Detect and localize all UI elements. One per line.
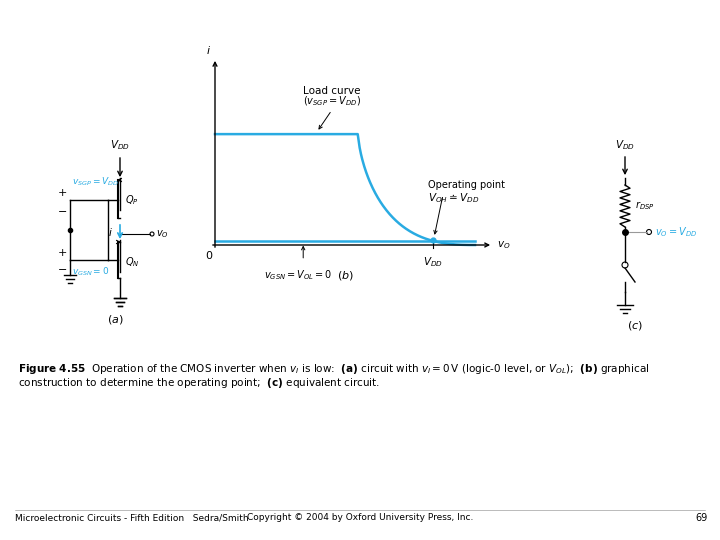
Text: $v_{GSN} = V_{OL} = 0$: $v_{GSN} = V_{OL} = 0$ xyxy=(264,269,333,282)
Text: $+$: $+$ xyxy=(57,186,67,198)
Text: Copyright © 2004 by Oxford University Press, Inc.: Copyright © 2004 by Oxford University Pr… xyxy=(247,514,473,523)
Text: 69: 69 xyxy=(696,513,708,523)
Text: $i$: $i$ xyxy=(207,44,212,56)
Text: $Q_P$: $Q_P$ xyxy=(125,193,139,207)
Text: $(b)$: $(b)$ xyxy=(336,268,354,281)
Text: $(a)$: $(a)$ xyxy=(107,314,123,327)
Text: $V_{DD}$: $V_{DD}$ xyxy=(110,138,130,152)
Text: $v_O = V_{DD}$: $v_O = V_{DD}$ xyxy=(655,225,697,239)
Text: $V_{DD}$: $V_{DD}$ xyxy=(423,255,443,269)
Text: $v_O$: $v_O$ xyxy=(497,239,510,251)
Text: $(c)$: $(c)$ xyxy=(627,319,643,332)
Text: $i$: $i$ xyxy=(108,226,113,238)
Text: $v_O$: $v_O$ xyxy=(156,228,168,240)
Text: construction to determine the operating point;  $\bf{(c)}$ equivalent circuit.: construction to determine the operating … xyxy=(18,376,380,390)
Text: $\bf{Figure\ 4.55}$  Operation of the CMOS inverter when $v_I$ is low:  $\bf{(a): $\bf{Figure\ 4.55}$ Operation of the CMO… xyxy=(18,362,649,376)
Text: $V_{OH} \doteq V_{DD}$: $V_{OH} \doteq V_{DD}$ xyxy=(428,191,480,205)
Text: Operating point: Operating point xyxy=(428,180,505,190)
Text: $v_{GSN} = 0$: $v_{GSN} = 0$ xyxy=(72,266,109,278)
Text: $0$: $0$ xyxy=(205,249,213,261)
Text: Microelectronic Circuits - Fifth Edition   Sedra/Smith: Microelectronic Circuits - Fifth Edition… xyxy=(15,514,248,523)
Text: $+$: $+$ xyxy=(57,246,67,258)
Text: $(v_{SGP} = V_{DD})$: $(v_{SGP} = V_{DD})$ xyxy=(303,94,361,108)
Text: $r_{DSP}$: $r_{DSP}$ xyxy=(635,200,654,212)
Text: $-$: $-$ xyxy=(57,205,67,215)
Text: Load curve: Load curve xyxy=(303,86,361,96)
Text: $V_{DD}$: $V_{DD}$ xyxy=(615,138,635,152)
Text: $Q_N$: $Q_N$ xyxy=(125,255,140,269)
Text: $-$: $-$ xyxy=(57,263,67,273)
Text: $v_{SGP} = V_{DD}$: $v_{SGP} = V_{DD}$ xyxy=(72,176,119,188)
